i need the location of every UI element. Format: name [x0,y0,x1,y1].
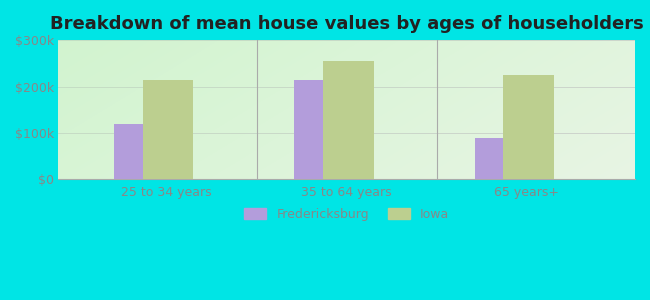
Bar [323,61,374,179]
Title: Breakdown of mean house values by ages of householders: Breakdown of mean house values by ages o… [50,15,644,33]
Legend: Fredericksburg, Iowa: Fredericksburg, Iowa [239,203,454,226]
Bar [474,138,525,179]
Bar [143,80,194,179]
Bar [294,80,345,179]
Bar [114,124,164,179]
Bar [504,75,554,179]
